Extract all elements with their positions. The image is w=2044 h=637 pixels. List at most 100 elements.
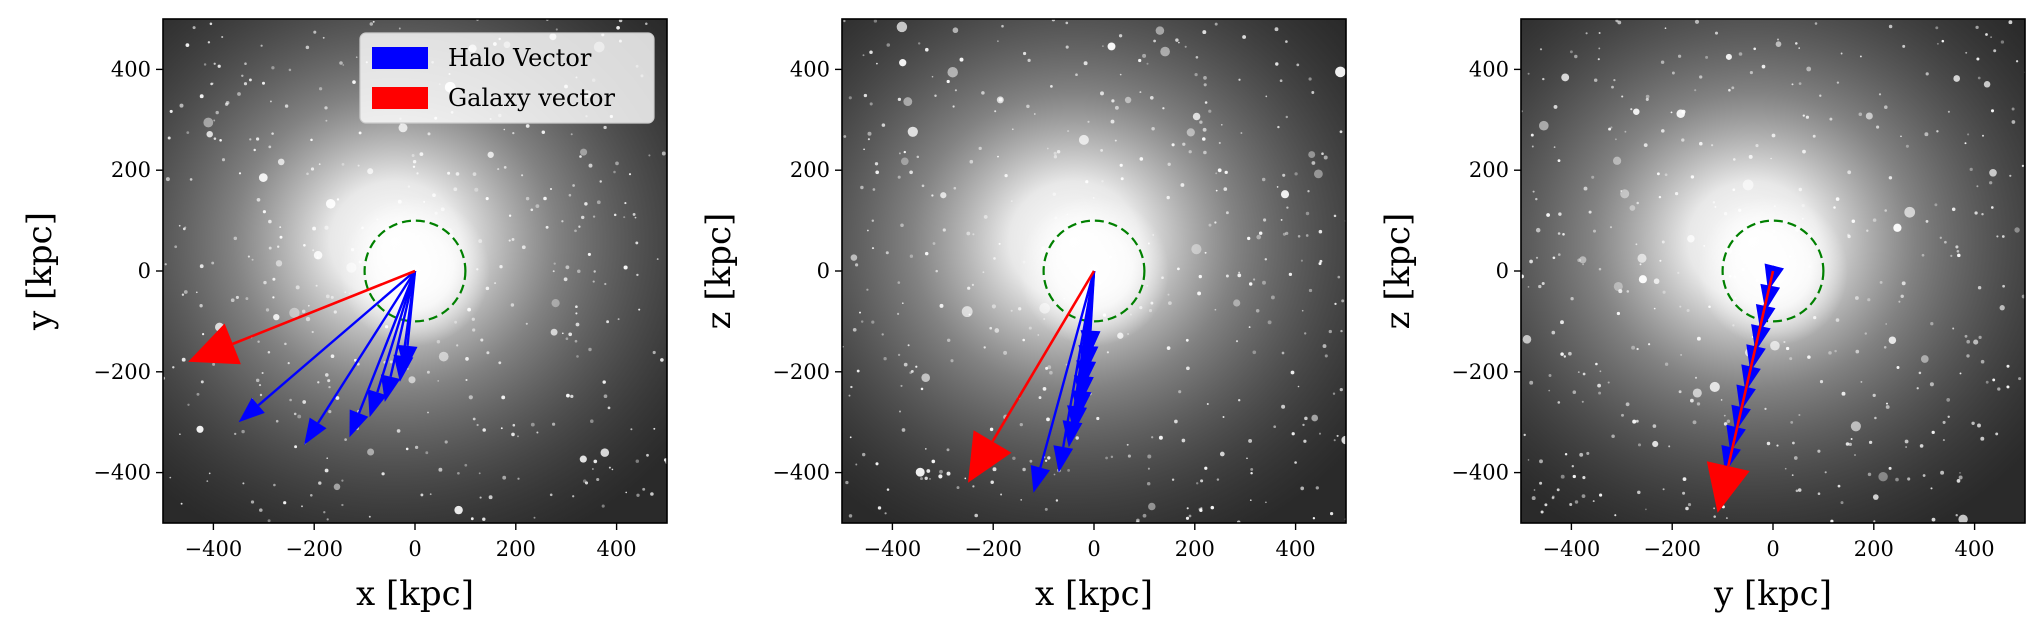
- subhalo-dot: [584, 202, 588, 206]
- subhalo-dot: [867, 229, 869, 232]
- subhalo-dot: [1941, 39, 1945, 43]
- subhalo-dot: [472, 417, 476, 421]
- subhalo-dot: [1742, 179, 1754, 191]
- halo-vector-arrow: [349, 270, 417, 438]
- subhalo-dot: [1083, 290, 1086, 293]
- subhalo-dot: [1527, 286, 1530, 288]
- subhalo-dot: [1598, 32, 1601, 34]
- subhalo-dot: [615, 161, 619, 166]
- subhalo-dot: [1186, 128, 1195, 137]
- subhalo-dot: [1532, 190, 1535, 193]
- subhalo-dot: [1812, 134, 1816, 138]
- subhalo-dot: [1732, 188, 1736, 192]
- subhalo-dot: [1222, 416, 1225, 418]
- subhalo-dot: [478, 472, 481, 475]
- halo-vector-arrow-head: [1053, 445, 1074, 473]
- subhalo-dot: [1993, 49, 1997, 53]
- subhalo-dot: [1318, 262, 1322, 266]
- subhalo-dot: [1795, 489, 1799, 493]
- subhalo-dot: [361, 226, 364, 230]
- subhalo-dot: [333, 483, 341, 491]
- x-tick-label: 400: [597, 537, 637, 561]
- subhalo-dot: [1569, 503, 1573, 506]
- subhalo-dot: [1711, 144, 1714, 147]
- subhalo-dot: [318, 163, 321, 166]
- subhalo-dot: [497, 168, 500, 171]
- subhalo-dot: [1265, 95, 1268, 98]
- subhalo-dot: [1929, 382, 1934, 387]
- halo-vector-arrow-head: [1726, 424, 1746, 453]
- subhalo-dot: [575, 305, 578, 309]
- subhalo-dot: [1599, 370, 1602, 373]
- subhalo-dot: [1902, 44, 1906, 48]
- subhalo-dot: [843, 135, 847, 138]
- subhalo-dot: [472, 328, 476, 332]
- subhalo-dot: [267, 519, 271, 523]
- subhalo-dot: [1253, 278, 1256, 281]
- subhalo-dot: [165, 177, 170, 182]
- subhalo-dot: [1687, 234, 1695, 243]
- subhalo-dot: [572, 184, 575, 187]
- subhalo-dot: [1083, 61, 1088, 66]
- subhalo-dot: [1661, 240, 1665, 244]
- subhalo-dot: [1281, 404, 1286, 409]
- subhalo-dot: [1311, 414, 1319, 422]
- subhalo-dot: [397, 199, 402, 204]
- subhalo-dot: [1303, 439, 1307, 443]
- subhalo-dot: [1817, 492, 1821, 496]
- subhalo-dot: [1753, 47, 1757, 51]
- subhalo-dot: [1996, 235, 1999, 238]
- subhalo-dot: [381, 472, 385, 476]
- subhalo-dot: [517, 435, 519, 438]
- subhalo-dot: [577, 269, 581, 274]
- subhalo-dot: [1085, 180, 1089, 184]
- subhalo-dot: [1957, 253, 1961, 258]
- subhalo-dot: [593, 270, 596, 273]
- subhalo-dot: [1313, 169, 1323, 179]
- subhalo-dot: [1557, 253, 1561, 256]
- subhalo-dot: [1728, 274, 1732, 278]
- subhalo-dot: [1101, 180, 1104, 183]
- panel-yz: −400 −200 0 200 400 −400 −200 0 200 400 y [kpc] z […: [1378, 18, 2026, 614]
- subhalo-dot: [199, 264, 204, 269]
- subhalo-dot: [997, 40, 999, 43]
- subhalo-dot: [206, 480, 209, 482]
- subhalo-dot: [1527, 459, 1530, 461]
- subhalo-dot: [318, 87, 323, 91]
- subhalo-dot: [324, 225, 329, 230]
- subhalo-dot: [946, 448, 950, 452]
- subhalo-dot: [209, 22, 213, 26]
- subhalo-dot: [341, 479, 344, 482]
- subhalo-dot: [1087, 120, 1090, 123]
- subhalo-dot: [478, 239, 483, 244]
- subhalo-dot: [1196, 482, 1199, 485]
- subhalo-dot: [1010, 200, 1013, 202]
- subhalo-dot: [1174, 419, 1178, 424]
- subhalo-dot: [1946, 398, 1951, 402]
- subhalo-dot: [1335, 66, 1346, 78]
- x-tick-label: 0: [1766, 537, 1779, 561]
- subhalo-dot: [873, 19, 878, 23]
- subhalo-dot: [447, 171, 451, 175]
- subhalo-dot: [1868, 440, 1873, 445]
- subhalo-dot: [2021, 164, 2025, 168]
- subhalo-dot: [1670, 111, 1673, 114]
- subhalo-dot: [1557, 401, 1561, 404]
- subhalo-dot: [1011, 128, 1014, 131]
- subhalo-dot: [1180, 183, 1185, 187]
- subhalo-dot: [900, 223, 904, 228]
- subhalo-dot: [367, 448, 375, 456]
- subhalo-dot: [1171, 478, 1175, 481]
- x-tick-label: 400: [1276, 537, 1316, 561]
- subhalo-dot: [1105, 456, 1108, 460]
- subhalo-dot: [1798, 413, 1801, 417]
- subhalo-dot: [1858, 112, 1863, 117]
- subhalo-dot: [1664, 173, 1668, 177]
- y-tick-label: 0: [817, 259, 830, 283]
- subhalo-dot: [1546, 213, 1550, 217]
- y-tick-label: −200: [1451, 360, 1509, 384]
- subhalo-dot: [1535, 256, 1539, 259]
- subhalo-dot: [1185, 516, 1190, 520]
- subhalo-dot: [1637, 443, 1642, 447]
- subhalo-dot: [580, 148, 588, 156]
